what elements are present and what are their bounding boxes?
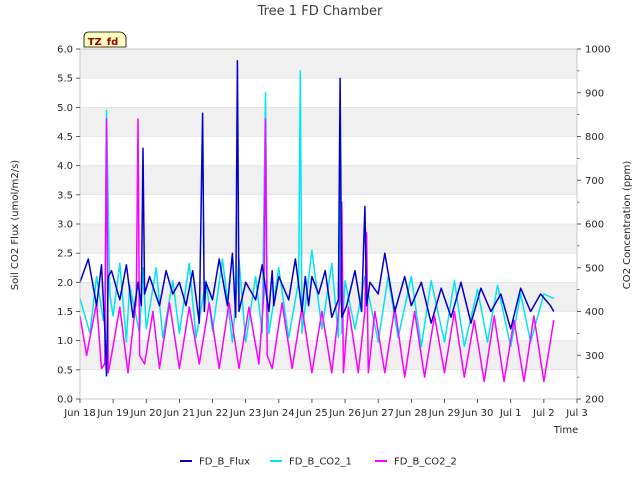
x-tick-label: Jun 22 — [196, 408, 229, 419]
x-tick-label: Jun 30 — [461, 408, 494, 419]
x-tick-label: Jun 25 — [295, 408, 328, 419]
y-tick-label: 6.0 — [57, 45, 73, 56]
background-band — [80, 49, 577, 79]
y-axis-label: Soil CO2 Flux (umol/m2/s) — [10, 160, 21, 290]
y2-tick-label: 1000 — [585, 45, 610, 56]
legend-label-fd-b-flux: FD_B_Flux — [199, 457, 250, 468]
legend-label-fd-b-co2-2: FD_B_CO2_2 — [394, 457, 457, 468]
x-tick-label: Jun 29 — [428, 408, 461, 419]
x-tick-label: Jun 19 — [96, 408, 129, 419]
y2-tick-label: 600 — [585, 220, 604, 231]
legend: FD_B_Flux FD_B_CO2_1 FD_B_CO2_2 — [180, 457, 457, 468]
y2-tick-label: 400 — [585, 307, 604, 318]
x-tick-label: Jun 28 — [395, 408, 428, 419]
background-band — [80, 107, 577, 137]
y-tick-label: 1.5 — [57, 307, 73, 318]
background-band — [80, 224, 577, 254]
x-axis-ticks: Jun 18 Jun 19 Jun 20 Jun 21 Jun 22 Jun 23 Jun … — [63, 399, 588, 419]
series-line-fd-b-flux — [79, 59, 555, 377]
y2-tick-label: 700 — [585, 176, 604, 187]
y2-axis-ticks: 200 300 400 500 600 700 800 900 1000 — [577, 45, 610, 406]
x-tick-label: Jun 18 — [63, 408, 96, 419]
x-tick-label: Jun 20 — [130, 408, 163, 419]
series-line-fd-b-co2-2 — [79, 118, 555, 383]
y2-tick-label: 300 — [585, 351, 604, 362]
annotation-badge: TZ_fd — [83, 31, 127, 48]
y-tick-label: 0.5 — [57, 365, 73, 376]
y2-tick-label: 200 — [585, 395, 604, 406]
x-axis-label: Time — [553, 425, 578, 436]
x-tick-label: Jun 24 — [262, 408, 295, 419]
background-band — [80, 165, 577, 195]
y2-tick-label: 900 — [585, 88, 604, 99]
y-tick-label: 2.5 — [57, 249, 73, 260]
x-tick-label: Jun 23 — [229, 408, 262, 419]
y-tick-label: 0.0 — [57, 395, 73, 406]
x-tick-label: Jun 21 — [163, 408, 196, 419]
y-tick-label: 1.0 — [57, 336, 73, 347]
x-tick-label: Jun 26 — [328, 408, 361, 419]
x-tick-label: Jun 27 — [361, 408, 394, 419]
annotation-text: TZ_fd — [88, 37, 119, 48]
y2-tick-label: 500 — [585, 263, 604, 274]
y2-axis-label: CO2 Concentration (ppm) — [622, 161, 633, 290]
y-tick-label: 4.0 — [57, 161, 73, 172]
y-tick-label: 3.0 — [57, 220, 73, 231]
y-axis-ticks: 0.0 0.5 1.0 1.5 2.0 2.5 3.0 3.5 4.0 4.5 5.0 5.5 6.0 — [57, 45, 80, 406]
x-tick-label: Jul 3 — [565, 408, 588, 419]
y-tick-label: 4.5 — [57, 132, 73, 143]
legend-label-fd-b-co2-1: FD_B_CO2_1 — [289, 457, 352, 468]
x-tick-label: Jul 2 — [532, 408, 555, 419]
chart-title: Tree 1 FD Chamber — [257, 4, 383, 19]
x-tick-label: Jul 1 — [499, 408, 522, 419]
series-lines — [79, 59, 555, 383]
y2-tick-label: 800 — [585, 132, 604, 143]
y-tick-label: 5.0 — [57, 103, 73, 114]
y-tick-label: 5.5 — [57, 74, 73, 85]
y-tick-label: 3.5 — [57, 190, 73, 201]
y-tick-label: 2.0 — [57, 278, 73, 289]
